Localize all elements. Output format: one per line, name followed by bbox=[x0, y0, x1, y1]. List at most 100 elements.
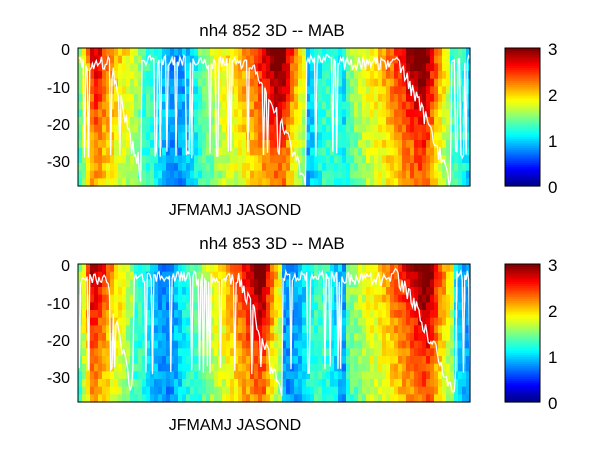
heatmap-cell bbox=[286, 170, 291, 179]
heatmap-cell bbox=[270, 94, 275, 103]
heatmap-cell bbox=[422, 101, 427, 110]
heatmap-cell bbox=[158, 325, 163, 334]
colorbar-swatch bbox=[505, 134, 540, 138]
heatmap-cell bbox=[162, 147, 167, 156]
heatmap-cell bbox=[306, 302, 311, 311]
heatmap-cell bbox=[458, 48, 463, 57]
heatmap-cell bbox=[150, 55, 155, 64]
heatmap-cell bbox=[342, 379, 347, 388]
heatmap-cell bbox=[454, 48, 459, 57]
heatmap-cell bbox=[154, 317, 159, 326]
heatmap-cell bbox=[214, 163, 219, 172]
heatmap-cell bbox=[290, 117, 295, 126]
heatmap-cell bbox=[162, 109, 167, 118]
heatmap-cell bbox=[286, 78, 291, 87]
colorbar-swatch bbox=[505, 56, 540, 60]
heatmap-cell bbox=[126, 140, 131, 149]
heatmap-cell bbox=[218, 302, 223, 311]
heatmap-cell bbox=[118, 155, 123, 164]
heatmap-cell bbox=[254, 287, 259, 296]
heatmap-cell bbox=[170, 333, 175, 342]
heatmap-cell bbox=[418, 363, 423, 372]
heatmap-cell bbox=[222, 271, 227, 280]
colorbar-tick-label: 0 bbox=[548, 394, 557, 413]
heatmap-cell bbox=[430, 356, 435, 365]
heatmap-cell bbox=[214, 155, 219, 164]
heatmap-cell bbox=[390, 386, 395, 395]
heatmap-cell bbox=[270, 302, 275, 311]
heatmap-cell bbox=[86, 78, 91, 87]
heatmap-cell bbox=[194, 310, 199, 319]
heatmap-cell bbox=[378, 379, 383, 388]
heatmap-cell bbox=[402, 55, 407, 64]
heatmap-cell bbox=[98, 287, 103, 296]
heatmap-cell bbox=[326, 109, 331, 118]
heatmap-cell bbox=[234, 140, 239, 149]
heatmap-cell bbox=[122, 279, 127, 288]
heatmap-cell bbox=[210, 86, 215, 95]
heatmap-cell bbox=[318, 294, 323, 303]
heatmap-cell bbox=[234, 132, 239, 141]
heatmap-cell bbox=[118, 94, 123, 103]
heatmap-cell bbox=[270, 86, 275, 95]
heatmap-cell bbox=[430, 386, 435, 395]
heatmap-cell bbox=[142, 163, 147, 172]
heatmap-cell bbox=[182, 55, 187, 64]
heatmap-cell bbox=[450, 55, 455, 64]
heatmap-cell bbox=[406, 48, 411, 57]
heatmap-cell bbox=[322, 264, 327, 273]
heatmap-cell bbox=[402, 147, 407, 156]
heatmap-cell bbox=[270, 271, 275, 280]
heatmap-cell bbox=[434, 371, 439, 380]
heatmap-cell bbox=[454, 264, 459, 273]
heatmap-cell bbox=[146, 302, 151, 311]
heatmap-cell bbox=[174, 386, 179, 395]
heatmap-cell bbox=[338, 140, 343, 149]
heatmap-cell bbox=[306, 310, 311, 319]
heatmap-cell bbox=[390, 271, 395, 280]
heatmap-cell bbox=[302, 333, 307, 342]
colorbar-swatch bbox=[505, 112, 540, 116]
heatmap-cell bbox=[326, 132, 331, 141]
heatmap-cell bbox=[206, 394, 211, 403]
heatmap-cell bbox=[338, 271, 343, 280]
heatmap-cell bbox=[170, 117, 175, 126]
heatmap-cell bbox=[350, 48, 355, 57]
heatmap-cell bbox=[274, 170, 279, 179]
heatmap-cell bbox=[182, 48, 187, 57]
heatmap-cell bbox=[366, 348, 371, 357]
heatmap-cell bbox=[146, 287, 151, 296]
heatmap-cell bbox=[150, 78, 155, 87]
heatmap-cell bbox=[358, 325, 363, 334]
heatmap-cell bbox=[186, 163, 191, 172]
heatmap-cell bbox=[186, 155, 191, 164]
heatmap-cell bbox=[110, 310, 115, 319]
heatmap-cell bbox=[302, 71, 307, 80]
heatmap-cell bbox=[394, 101, 399, 110]
heatmap-cell bbox=[130, 78, 135, 87]
heatmap-cell bbox=[214, 287, 219, 296]
heatmap-cell bbox=[422, 132, 427, 141]
colorbar-swatch bbox=[505, 380, 540, 384]
heatmap-cell bbox=[426, 287, 431, 296]
heatmap-cell bbox=[202, 63, 207, 72]
heatmap-cell bbox=[170, 48, 175, 57]
heatmap-cell bbox=[438, 117, 443, 126]
heatmap-cell bbox=[262, 63, 267, 72]
heatmap-cell bbox=[410, 155, 415, 164]
heatmap-cell bbox=[342, 55, 347, 64]
heatmap-cell bbox=[454, 163, 459, 172]
heatmap-cell bbox=[106, 78, 111, 87]
heatmap-cell bbox=[242, 279, 247, 288]
heatmap-cell bbox=[266, 356, 271, 365]
heatmap-cell bbox=[314, 317, 319, 326]
heatmap-cell bbox=[378, 170, 383, 179]
heatmap-cell bbox=[330, 302, 335, 311]
heatmap-cell bbox=[198, 124, 203, 133]
heatmap-cell bbox=[218, 310, 223, 319]
heatmap-cell bbox=[434, 333, 439, 342]
heatmap-cell bbox=[126, 287, 131, 296]
heatmap-cell bbox=[394, 117, 399, 126]
heatmap-cell bbox=[302, 340, 307, 349]
heatmap-cell bbox=[234, 379, 239, 388]
